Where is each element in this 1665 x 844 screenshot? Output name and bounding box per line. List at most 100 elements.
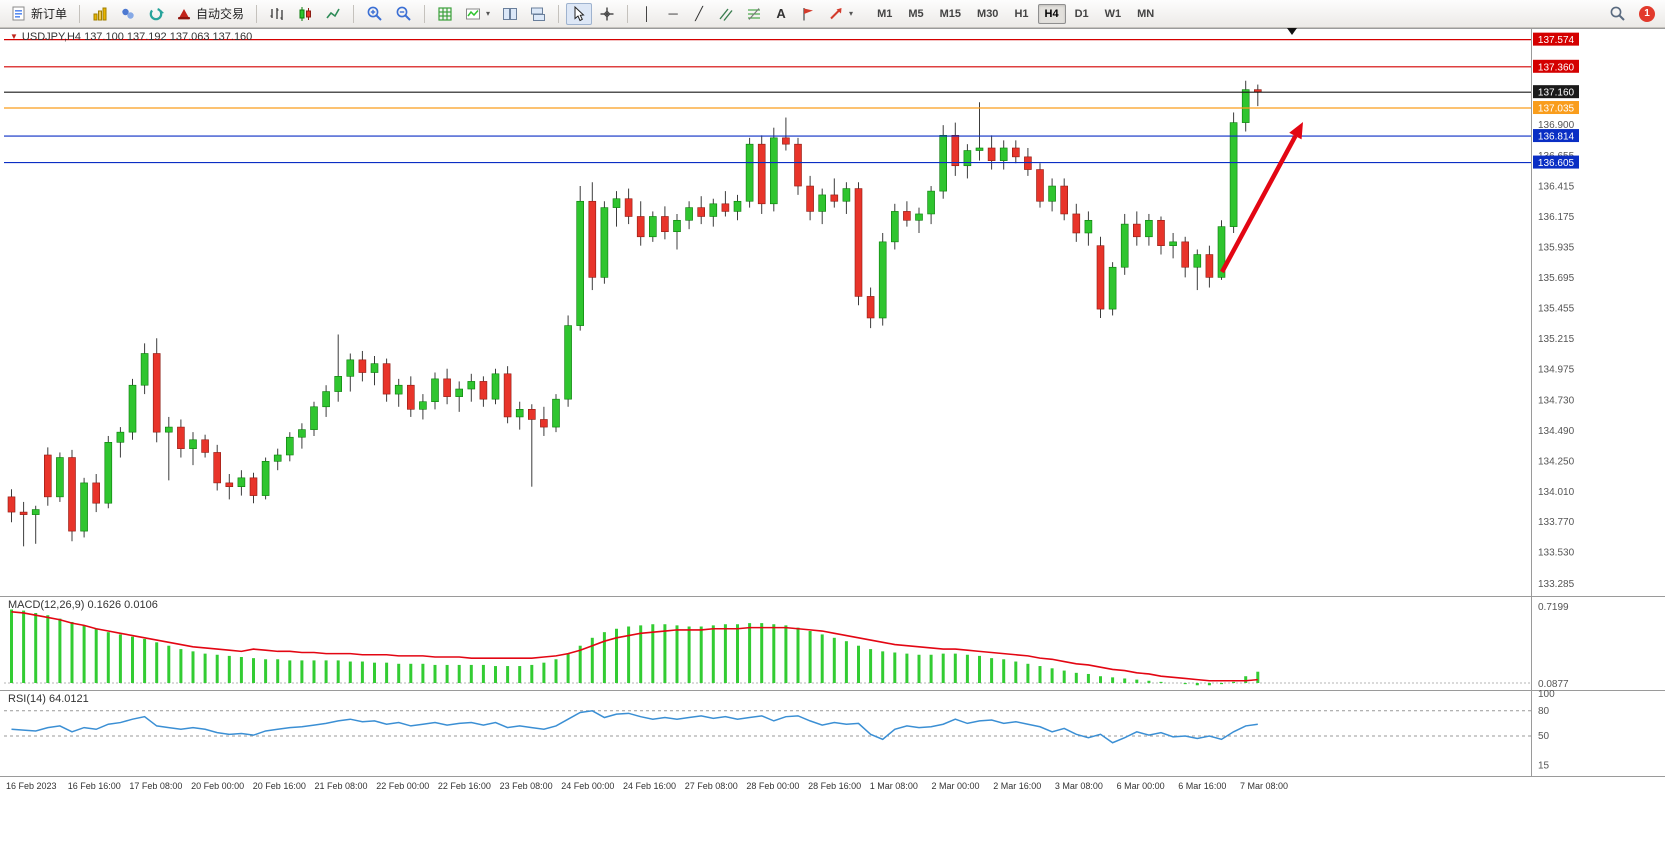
svg-text:137.574: 137.574: [1538, 35, 1575, 46]
svg-text:7 Mar 08:00: 7 Mar 08:00: [1240, 781, 1288, 791]
chart-profile-icon: [93, 7, 107, 20]
refresh-button[interactable]: [143, 3, 169, 25]
svg-text:135.455: 135.455: [1538, 303, 1575, 314]
profiles-button[interactable]: [115, 3, 141, 25]
timeframe-m15[interactable]: M15: [933, 4, 968, 24]
toolbar-separator: [256, 4, 258, 23]
one-click-trading-icon[interactable]: ▼: [10, 32, 18, 41]
timeframe-d1[interactable]: D1: [1068, 4, 1096, 24]
svg-text:17 Feb 08:00: 17 Feb 08:00: [129, 781, 182, 791]
macd-indicator-label: MACD(12,26,9) 0.1626 0.0106: [8, 599, 158, 611]
fibonacci-icon: [748, 7, 761, 20]
text-label-button[interactable]: [795, 3, 821, 25]
timeframe-m1[interactable]: M1: [870, 4, 899, 24]
svg-text:80: 80: [1538, 706, 1550, 717]
auto-trading-button[interactable]: 自动交易: [171, 3, 249, 25]
auto-trading-label: 自动交易: [196, 7, 245, 21]
toolbar-separator: [627, 4, 629, 23]
trendline-button[interactable]: ╱: [687, 3, 711, 25]
timeframe-m30[interactable]: M30: [970, 4, 1005, 24]
arrow-tool-icon: [830, 7, 842, 19]
auto-trading-icon: [178, 8, 191, 19]
svg-text:136.900: 136.900: [1538, 120, 1575, 131]
svg-text:133.530: 133.530: [1538, 548, 1575, 559]
svg-text:136.415: 136.415: [1538, 182, 1575, 193]
line-chart-icon: [326, 8, 340, 18]
timeframe-m5[interactable]: M5: [901, 4, 930, 24]
grid-button[interactable]: [432, 3, 458, 25]
bar-chart-icon: [270, 7, 283, 20]
cascade-windows-button[interactable]: [525, 3, 551, 25]
cursor-button[interactable]: [566, 2, 593, 25]
arrows-tool-button[interactable]: ▾: [823, 3, 858, 25]
crosshair-icon: [600, 7, 614, 20]
svg-text:21 Feb 08:00: 21 Feb 08:00: [315, 781, 368, 791]
bar-chart-button[interactable]: [264, 3, 290, 25]
profiles-icon: [122, 8, 134, 19]
svg-text:134.975: 134.975: [1538, 364, 1575, 375]
svg-text:15: 15: [1538, 760, 1550, 771]
chevron-down-icon: ▾: [486, 9, 491, 18]
svg-text:28 Feb 16:00: 28 Feb 16:00: [808, 781, 861, 791]
channel-icon: [719, 8, 733, 21]
svg-text:20 Feb 00:00: 20 Feb 00:00: [191, 781, 244, 791]
svg-text:0.7199: 0.7199: [1538, 602, 1569, 613]
svg-text:134.730: 134.730: [1538, 395, 1575, 406]
new-order-button[interactable]: 新订单: [6, 3, 72, 25]
tile-windows-button[interactable]: [497, 3, 523, 25]
toolbar-separator: [558, 4, 560, 23]
charts-profile-button[interactable]: [87, 3, 113, 25]
search-button[interactable]: [1604, 3, 1631, 25]
svg-text:137.035: 137.035: [1538, 104, 1575, 115]
vertical-line-button[interactable]: │: [635, 3, 659, 25]
svg-text:137.360: 137.360: [1538, 62, 1575, 73]
trendline-icon: ╱: [695, 6, 703, 21]
svg-text:16 Feb 16:00: 16 Feb 16:00: [68, 781, 121, 791]
toolbar-right-group: 1: [1604, 3, 1659, 25]
candlestick-icon: [299, 6, 312, 21]
svg-text:23 Feb 08:00: 23 Feb 08:00: [500, 781, 553, 791]
new-order-icon: [12, 6, 25, 20]
svg-text:50: 50: [1538, 731, 1550, 742]
cascade-windows-icon: [531, 7, 546, 21]
rsi-indicator-label: RSI(14) 64.0121: [8, 693, 89, 705]
chevron-down-icon: ▾: [849, 9, 854, 18]
svg-text:137.160: 137.160: [1538, 88, 1575, 99]
zoom-out-button[interactable]: [390, 3, 417, 25]
timeframe-h4[interactable]: H4: [1037, 3, 1066, 24]
tile-windows-icon: [503, 7, 518, 20]
timeframe-w1[interactable]: W1: [1098, 4, 1129, 24]
timeframe-group: M1 M5 M15 M30 H1 H4 D1 W1 MN: [870, 3, 1161, 24]
svg-text:133.770: 133.770: [1538, 517, 1575, 528]
cursor-icon: [574, 5, 585, 21]
svg-text:1 Mar 08:00: 1 Mar 08:00: [870, 781, 918, 791]
svg-text:27 Feb 08:00: 27 Feb 08:00: [685, 781, 738, 791]
candlestick-chart-button[interactable]: [292, 3, 318, 25]
crosshair-button[interactable]: [594, 3, 620, 25]
fibonacci-button[interactable]: [741, 3, 767, 25]
svg-text:24 Feb 00:00: 24 Feb 00:00: [561, 781, 614, 791]
svg-text:135.215: 135.215: [1538, 334, 1575, 345]
timeframe-h1[interactable]: H1: [1007, 4, 1035, 24]
horizontal-line-button[interactable]: ─: [661, 3, 685, 25]
zoom-in-button[interactable]: [361, 3, 388, 25]
svg-text:22 Feb 00:00: 22 Feb 00:00: [376, 781, 429, 791]
indicators-button[interactable]: ▾: [460, 3, 495, 25]
channel-button[interactable]: [713, 3, 739, 25]
search-icon: [1610, 6, 1625, 21]
toolbar-separator: [79, 4, 81, 23]
vertical-line-icon: │: [642, 6, 652, 21]
text-label-icon: [803, 7, 814, 20]
text-button[interactable]: A: [769, 3, 793, 25]
notification-badge[interactable]: 1: [1639, 5, 1655, 22]
svg-text:136.175: 136.175: [1538, 212, 1575, 223]
svg-text:16 Feb 2023: 16 Feb 2023: [6, 781, 57, 791]
svg-text:22 Feb 16:00: 22 Feb 16:00: [438, 781, 491, 791]
timeframe-mn[interactable]: MN: [1130, 4, 1161, 24]
svg-text:24 Feb 16:00: 24 Feb 16:00: [623, 781, 676, 791]
zoom-in-icon: [367, 6, 382, 21]
horizontal-line-icon: ─: [668, 6, 678, 21]
line-chart-button[interactable]: [320, 3, 346, 25]
svg-text:100: 100: [1538, 689, 1555, 700]
